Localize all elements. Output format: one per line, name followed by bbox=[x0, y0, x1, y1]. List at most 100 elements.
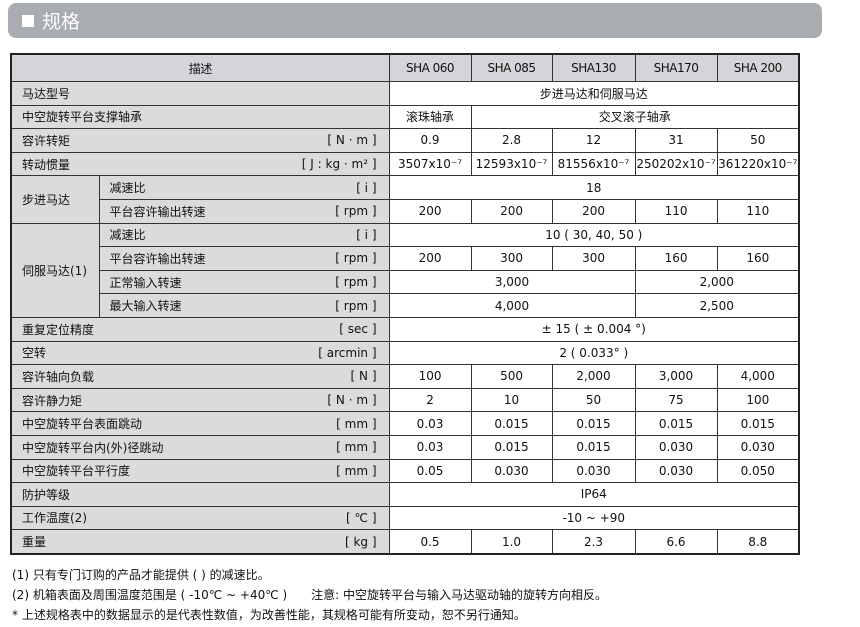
value-cell: 361220x10⁻⁷ bbox=[716, 151, 800, 177]
row-label-cell: 中空旋转平台表面跳动 [ mm ] bbox=[10, 411, 390, 436]
row-label-cell: 马达型号 bbox=[10, 81, 390, 106]
value-cell: 0.05 bbox=[388, 458, 472, 484]
value-cell: 2,000 bbox=[634, 269, 800, 295]
header-model: SHA 060 bbox=[388, 53, 472, 82]
value-cell: 2.8 bbox=[470, 128, 553, 153]
row-label-cell: 中空旋转平台支撑轴承 bbox=[10, 104, 390, 130]
value-cell: 0.015 bbox=[470, 411, 553, 436]
value-cell: 滚珠轴承 bbox=[388, 104, 472, 130]
value-cell: 18 bbox=[388, 175, 800, 200]
value-cell: 6.6 bbox=[634, 529, 718, 555]
value-cell: 10 ( 30, 40, 50 ) bbox=[388, 222, 800, 248]
table-row: 重量 [ kg ] 0.5 1.0 2.3 6.6 8.8 bbox=[10, 529, 800, 555]
row-label-cell: 容许轴向负载 [ N ] bbox=[10, 364, 390, 389]
row-unit: [ J : kg · m² ] bbox=[301, 157, 377, 172]
table-row: 伺服马达(1) 减速比 [ i ] 10 ( 30, 40, 50 ) bbox=[10, 222, 800, 318]
table-row: 马达型号 步进马达和伺服马达 bbox=[10, 81, 800, 106]
value-cell: -10 ~ +90 bbox=[388, 505, 800, 531]
value-cell: ± 15 ( ± 0.004 °) bbox=[388, 316, 800, 342]
footnote: * 上述规格表中的数据显示的是代表性数值，为改善性能，其规格可能有所变动，恕不另… bbox=[12, 608, 526, 622]
row-unit: [ kg ] bbox=[344, 534, 377, 549]
value-cell: 0.015 bbox=[716, 411, 800, 436]
value-cell: 交叉滚子轴承 bbox=[470, 104, 800, 130]
row-label: 转动惯量 bbox=[22, 157, 71, 172]
value-cell: 300 bbox=[551, 246, 636, 271]
table-row: 重复定位精度 [ sec ] ± 15 ( ± 0.004 °) bbox=[10, 316, 800, 342]
value-cell: 0.030 bbox=[716, 434, 800, 460]
table-row: 防护等级 IP64 bbox=[10, 482, 800, 507]
value-cell: IP64 bbox=[388, 482, 800, 507]
row-group-label: 伺服马达(1) bbox=[10, 222, 100, 318]
row-label: 中空旋转平台内(外)径跳动 bbox=[22, 440, 164, 455]
value-cell: 500 bbox=[470, 364, 553, 389]
row-unit: [ N ] bbox=[350, 369, 377, 384]
value-cell: 0.015 bbox=[551, 434, 636, 460]
table-row: 工作温度(2) [ ℃ ] -10 ~ +90 bbox=[10, 505, 800, 531]
value-cell: 3507x10⁻⁷ bbox=[388, 151, 472, 177]
row-label: 平台容许输出转速 bbox=[109, 204, 206, 219]
row-label: 重量 bbox=[22, 535, 47, 550]
header-description: 描述 bbox=[10, 53, 390, 82]
table-row: 容许轴向负载 [ N ] 100 500 2,000 3,000 4,000 bbox=[10, 364, 800, 389]
header-model: SHA 200 bbox=[716, 53, 800, 82]
table-row: 最大输入转速 [ rpm ] 4,000 2,500 bbox=[11, 293, 800, 318]
row-label-cell: 减速比 [ i ] bbox=[98, 222, 390, 248]
value-cell: 160 bbox=[634, 246, 718, 271]
row-label: 中空旋转平台平行度 bbox=[22, 464, 131, 479]
row-label: 防护等级 bbox=[22, 487, 71, 502]
value-cell: 200 bbox=[551, 198, 636, 224]
row-label-cell: 容许转矩 [ N · m ] bbox=[10, 128, 390, 153]
value-cell: 110 bbox=[634, 198, 718, 224]
table-row: 空转 [ arcmin ] 2 ( 0.033° ) bbox=[10, 340, 800, 366]
header-model: SHA 085 bbox=[470, 53, 553, 82]
value-cell: 300 bbox=[470, 246, 553, 271]
table-row: 转动惯量 [ J : kg · m² ] 3507x10⁻⁷ 12593x10⁻⁷ 81… bbox=[10, 151, 800, 177]
value-cell: 110 bbox=[716, 198, 800, 224]
value-cell: 步进马达和伺服马达 bbox=[388, 81, 800, 106]
value-cell: 2 ( 0.033° ) bbox=[388, 340, 800, 366]
row-unit: [ ℃ ] bbox=[346, 510, 377, 525]
row-label: 最大输入转速 bbox=[109, 299, 182, 314]
table-row: 中空旋转平台表面跳动[ mm ] 0.03 0.015 0.015 0.015 0.015 bbox=[10, 411, 800, 436]
value-cell: 200 bbox=[470, 198, 553, 224]
row-unit: [ rpm ] bbox=[335, 275, 377, 290]
row-label: 减速比 bbox=[109, 228, 146, 243]
row-label: 马达型号 bbox=[22, 86, 71, 101]
row-unit: [ arcmin ] bbox=[318, 345, 377, 360]
value-cell: 0.030 bbox=[551, 458, 636, 484]
value-cell: 81556x10⁻⁷ bbox=[551, 151, 636, 177]
row-label-cell: 中空旋转平台平行度 [ mm ] bbox=[10, 458, 390, 484]
row-unit: [ mm ] bbox=[336, 416, 377, 431]
value-cell: 2 bbox=[388, 387, 472, 413]
table-row: 容许静力矩 [ N · m ] 2 10 50 75 100 bbox=[10, 387, 800, 413]
row-unit: [ mm ] bbox=[336, 440, 377, 455]
table-row: 中空旋转平台内(外)径跳动[ mm ] 0.03 0.015 0.015 0.030 0.… bbox=[10, 434, 800, 460]
row-label-cell: 减速比 [ i ] bbox=[98, 175, 390, 200]
footnotes: (1) 只有专门订购的产品才能提供 ( ) 的减速比。 (2) 机箱表面及周围温… bbox=[12, 565, 607, 625]
row-label-cell: 工作温度(2) [ ℃ ] bbox=[10, 505, 390, 531]
row-label: 正常输入转速 bbox=[109, 275, 182, 290]
footnote: (1) 只有专门订购的产品才能提供 ( ) 的减速比。 bbox=[12, 568, 270, 582]
value-cell: 0.015 bbox=[634, 411, 718, 436]
value-cell: 50 bbox=[716, 128, 800, 153]
row-label: 中空旋转平台表面跳动 bbox=[22, 417, 143, 432]
value-cell: 0.015 bbox=[470, 434, 553, 460]
value-cell: 0.015 bbox=[551, 411, 636, 436]
value-cell: 2,500 bbox=[634, 293, 800, 318]
value-cell: 200 bbox=[388, 246, 472, 271]
row-label-cell: 正常输入转速 [ rpm ] bbox=[98, 269, 390, 295]
row-unit: [ rpm ] bbox=[335, 251, 377, 266]
section-title-bar: 规格 bbox=[8, 3, 822, 38]
row-label-cell: 最大输入转速 [ rpm ] bbox=[98, 293, 390, 318]
value-cell: 3,000 bbox=[388, 269, 636, 295]
square-bullet-icon bbox=[22, 14, 34, 27]
header-model: SHA170 bbox=[634, 53, 718, 82]
row-unit: [ rpm ] bbox=[335, 204, 377, 219]
value-cell: 0.5 bbox=[388, 529, 472, 555]
section-title: 规格 bbox=[42, 11, 81, 33]
value-cell: 4,000 bbox=[388, 293, 636, 318]
value-cell: 250202x10⁻⁷ bbox=[634, 151, 718, 177]
value-cell: 12593x10⁻⁷ bbox=[470, 151, 553, 177]
row-label: 减速比 bbox=[109, 181, 146, 196]
row-label: 空转 bbox=[22, 346, 47, 361]
